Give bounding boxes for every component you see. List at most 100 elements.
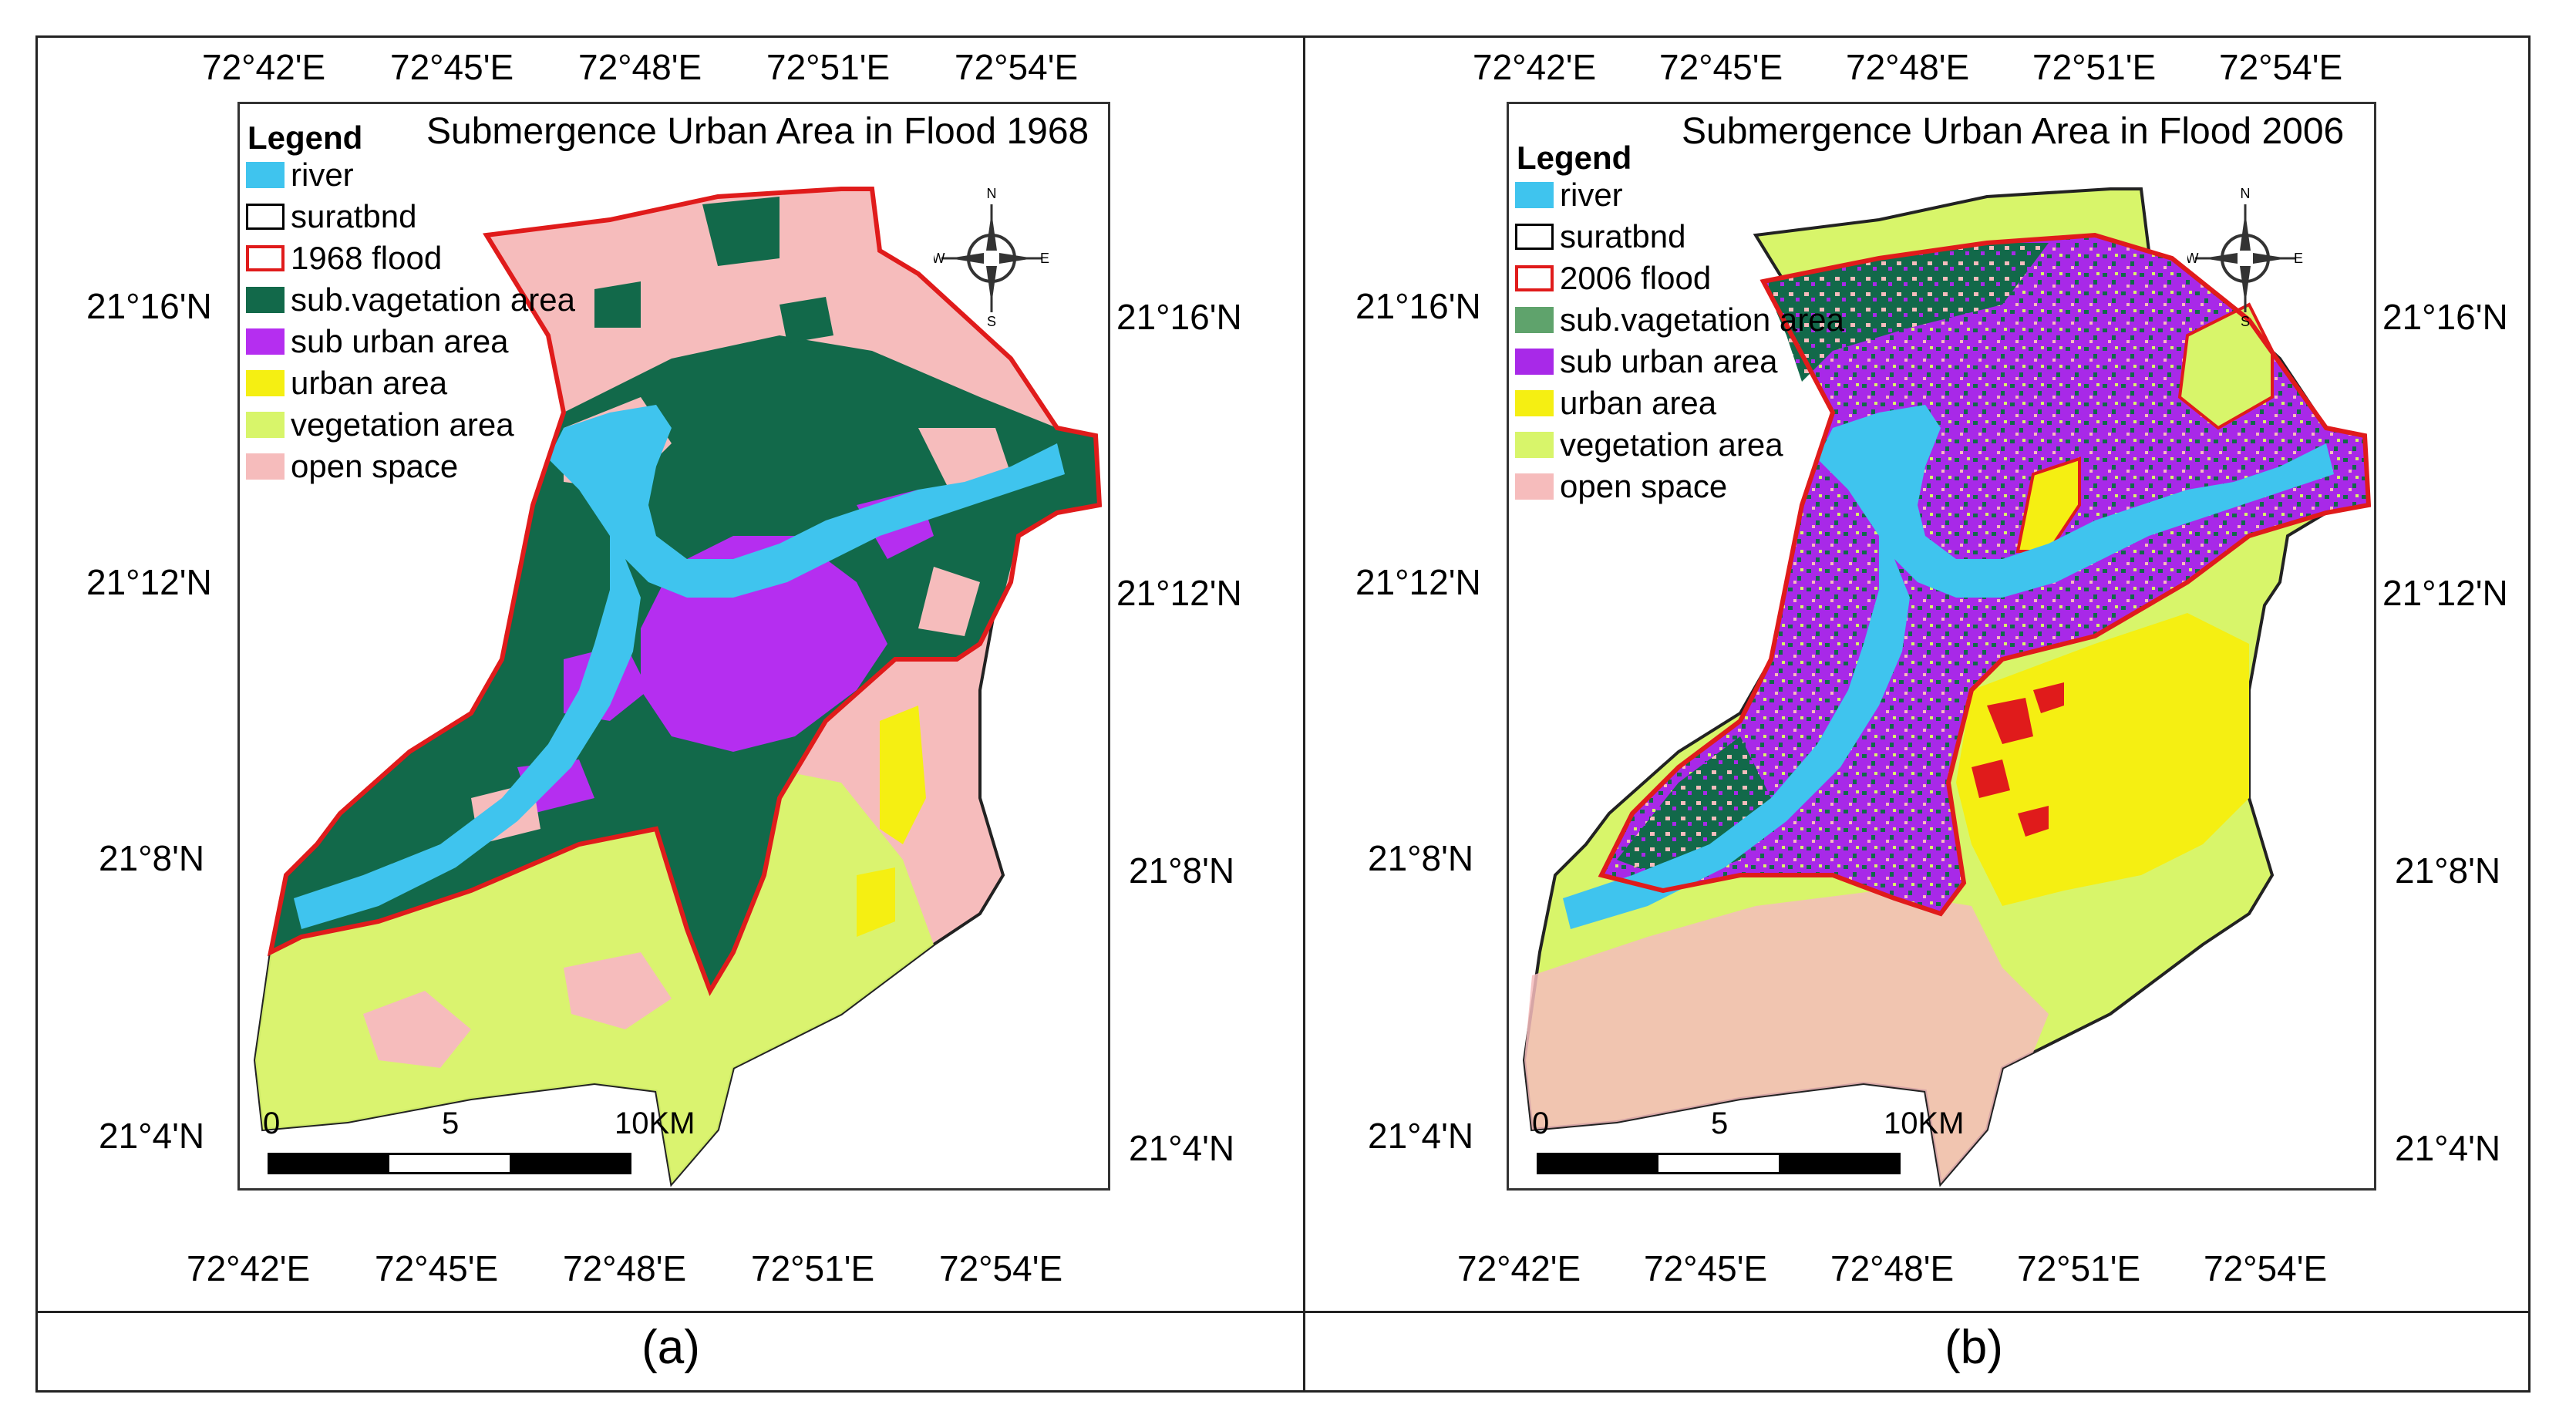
lon-label-bottom: 72°54'E: [2204, 1248, 2328, 1288]
legend-label: sub.vagetation area: [291, 281, 575, 318]
legend-title: Legend: [247, 120, 363, 156]
lat-label-left: 21°12'N: [86, 562, 212, 602]
map-canvas: [253, 187, 1103, 1187]
flood-patch: [1972, 759, 2010, 798]
scale-label: 10KM: [1884, 1106, 1965, 1140]
lon-label-top: 72°51'E: [766, 47, 891, 87]
lat-label-left: 21°12'N: [1355, 562, 1481, 602]
compass-n: N: [987, 186, 997, 201]
legend-swatch: [246, 453, 285, 480]
legend-label: 2006 flood: [1560, 260, 1712, 296]
compass-n: N: [2241, 186, 2251, 201]
urban-area: [857, 867, 895, 937]
map-title: Submergence Urban Area in Flood 1968: [426, 111, 1089, 152]
river: [1563, 405, 2334, 929]
scale-label: 5: [1711, 1106, 1729, 1140]
lat-label-right: 21°8'N: [1129, 850, 1235, 891]
legend-item-vegetation: vegetation area: [1515, 426, 1783, 463]
lon-label-bottom: 72°45'E: [375, 1248, 499, 1288]
legend-label: river: [1560, 177, 1623, 213]
vegetation-island: [2177, 302, 2274, 430]
legend-item-vegetation: vegetation area: [246, 406, 514, 443]
legend-label: open space: [291, 448, 459, 484]
lon-label-top: 72°51'E: [2032, 47, 2157, 87]
lon-label-bottom: 72°54'E: [939, 1248, 1063, 1288]
lon-label-bottom: 72°51'E: [2017, 1248, 2141, 1288]
caption-b: (b): [1945, 1321, 2003, 1374]
legend-label: sub.vagetation area: [1560, 301, 1844, 338]
legend-item-river: river: [1515, 177, 1623, 213]
lat-label-right: 21°12'N: [2382, 573, 2508, 613]
panel-divider: [1303, 35, 1305, 1393]
sub-vegetation-patch: [702, 197, 780, 266]
legend-label: urban area: [1560, 385, 1717, 421]
legend-label: sub urban area: [1560, 343, 1778, 379]
lon-label-top: 72°45'E: [390, 47, 514, 87]
legend-item-urban: urban area: [1515, 385, 1717, 421]
map-frame: Submergence Urban Area in Flood 2006 Leg…: [1507, 102, 2376, 1191]
sub-vegetation-patch: [1763, 243, 2049, 382]
caption-divider: [35, 1311, 2531, 1313]
legend-swatch: [1515, 390, 1554, 416]
scale-bar: [268, 1153, 631, 1174]
scale-label: 10KM: [615, 1106, 695, 1140]
legend-item-suratbnd: suratbnd: [1515, 218, 1685, 254]
lat-label-left: 21°8'N: [99, 838, 205, 878]
north-arrow-icon: N S E W: [2187, 186, 2303, 328]
compass-e: E: [2294, 251, 2303, 266]
compass-s: S: [2241, 314, 2250, 328]
legend-swatch: [1515, 182, 1554, 208]
open-space-patch: [564, 952, 672, 1029]
legend-item-suratbnd: suratbnd: [246, 198, 417, 234]
urban-area: [880, 706, 926, 844]
lon-label-bottom: 72°51'E: [751, 1248, 875, 1288]
lon-label-bottom: 72°42'E: [1457, 1248, 1581, 1288]
lon-label-bottom: 72°48'E: [563, 1248, 687, 1288]
caption-a: (a): [641, 1321, 700, 1374]
legend-swatch: [246, 370, 285, 396]
legend-label: open space: [1560, 468, 1728, 504]
lon-label-top: 72°48'E: [1846, 47, 1970, 87]
vegetation-island: [2015, 456, 2081, 553]
flood-patch: [1987, 698, 2033, 744]
legend-item-open-space: open space: [246, 448, 459, 484]
compass-w: W: [934, 251, 945, 266]
compass-w: W: [2187, 251, 2199, 266]
legend-title: Legend: [1517, 140, 1632, 176]
scale-label: 5: [442, 1106, 460, 1140]
flood-patch: [2018, 806, 2049, 837]
flood-boundary: [1598, 232, 2372, 917]
legend-swatch: [246, 287, 285, 313]
open-space-patch: [918, 567, 980, 636]
lat-label-left: 21°16'N: [1355, 286, 1481, 326]
lon-label-bottom: 72°45'E: [1644, 1248, 1768, 1288]
legend-label: suratbnd: [291, 198, 417, 234]
legend-item-sub-vegetation: sub.vagetation area: [246, 281, 575, 318]
compass-e: E: [1040, 251, 1049, 266]
map-canvas: [1522, 187, 2372, 1187]
legend-item-flood: 1968 flood: [246, 240, 443, 276]
legend-label: 1968 flood: [291, 240, 443, 276]
legend-label: river: [291, 157, 354, 193]
legend-item-river: river: [246, 157, 354, 193]
legend-label: sub urban area: [291, 323, 509, 359]
lat-label-right: 21°4'N: [1129, 1128, 1235, 1168]
legend-item-sub-urban: sub urban area: [246, 323, 509, 359]
legend-swatch: [246, 162, 285, 188]
north-arrow-icon: N S E W: [934, 186, 1049, 328]
legend-swatch: [246, 412, 285, 438]
legend-swatch: [246, 328, 285, 355]
figure-frame: [35, 35, 2531, 1393]
map-frame: Submergence Urban Area in Flood 1968 Leg…: [237, 102, 1110, 1191]
lat-label-right: 21°8'N: [2395, 850, 2501, 891]
lon-label-top: 72°48'E: [578, 47, 702, 87]
legend-item-flood: 2006 flood: [1515, 260, 1712, 296]
lon-label-top: 72°54'E: [2219, 47, 2343, 87]
lat-label-right: 21°16'N: [1116, 297, 1242, 337]
lon-label-top: 72°54'E: [955, 47, 1079, 87]
lat-label-right: 21°4'N: [2395, 1128, 2501, 1168]
scale-bar: [1537, 1153, 1901, 1174]
lon-label-bottom: 72°42'E: [187, 1248, 311, 1288]
legend-swatch: [1515, 307, 1554, 333]
legend-label: vegetation area: [1560, 426, 1783, 463]
